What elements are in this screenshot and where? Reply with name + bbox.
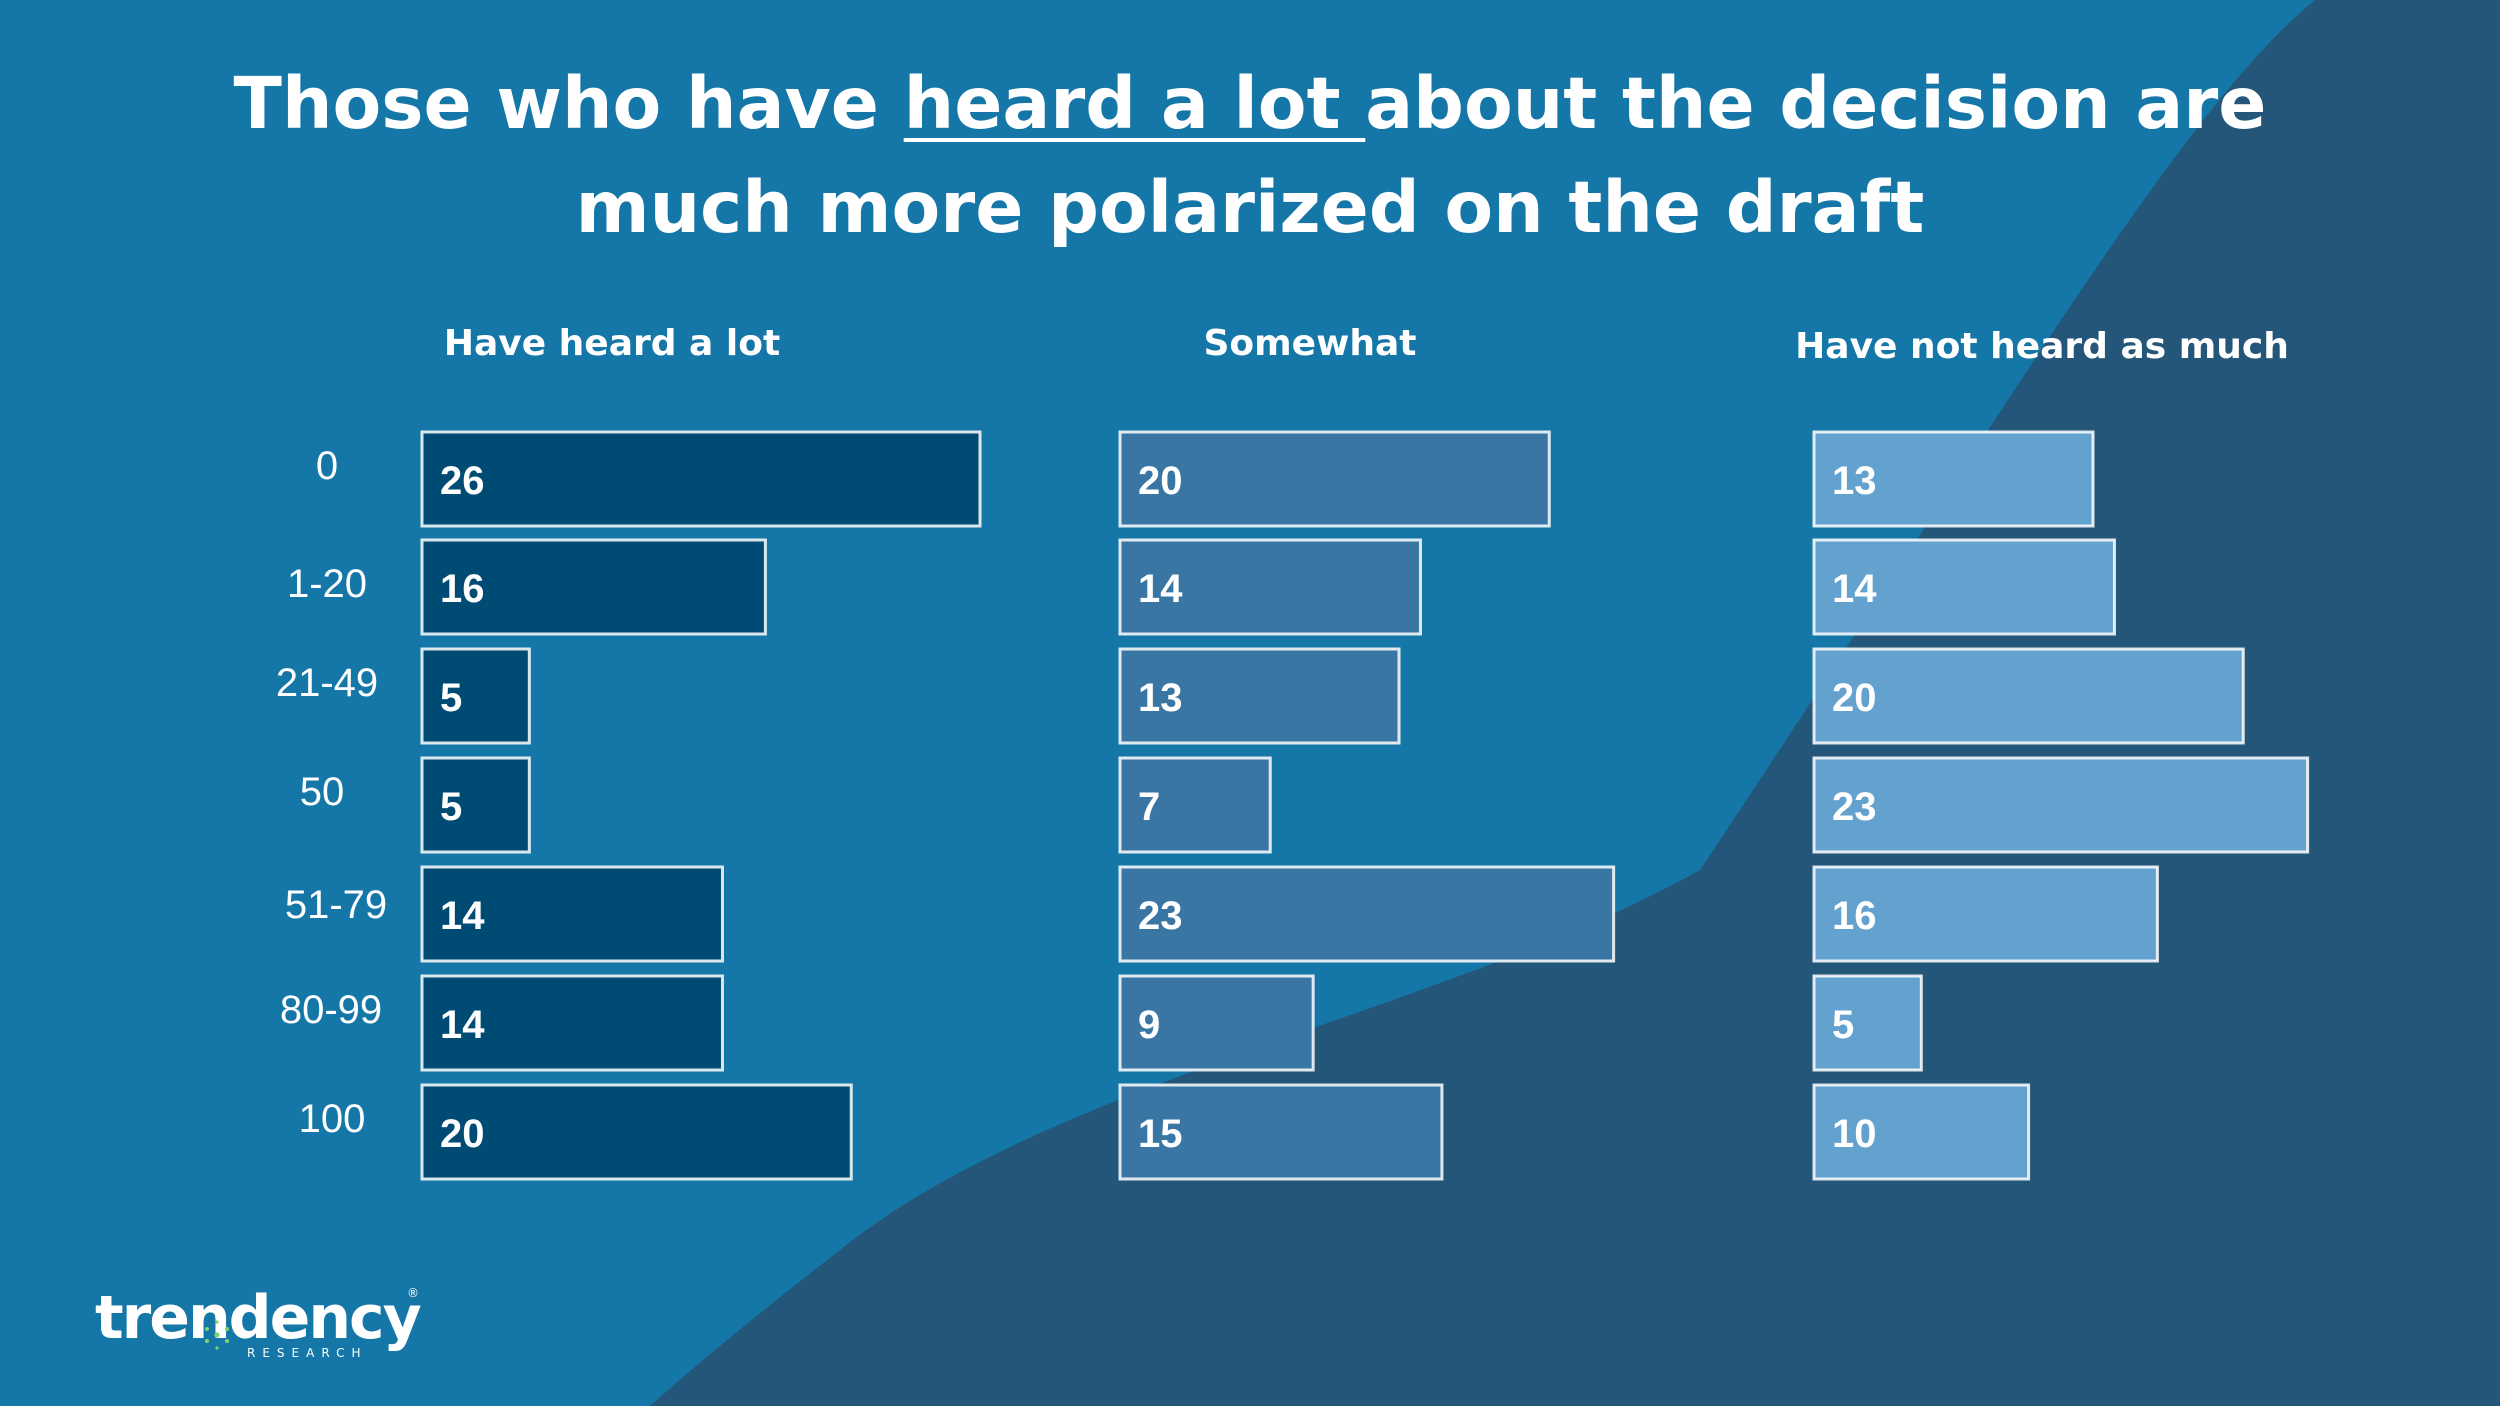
category-label-21-49: 21-49: [276, 661, 378, 705]
bar-series-2-51-79: [1118, 865, 1616, 963]
bar-series-2-1-20: [1118, 538, 1422, 636]
category-label-80-99: 80-99: [280, 988, 382, 1032]
data-label-series-3-51-79: 16: [1832, 894, 1877, 938]
bar-series-2-21-49: [1118, 647, 1401, 745]
logo-dot-pattern-icon: [205, 1320, 229, 1350]
data-label-series-1-50: 5: [440, 785, 462, 829]
data-label-series-2-51-79: 23: [1138, 894, 1183, 938]
bar-series-3-21-49: [1812, 647, 2245, 745]
bar-series-1-0: [420, 430, 982, 528]
bar-series-2-0: [1118, 430, 1551, 528]
data-label-series-3-21-49: 20: [1832, 676, 1877, 720]
series-header-1: Have heard a lot: [444, 323, 780, 364]
bar-series-3-0: [1812, 430, 2095, 528]
bar-series-2-50: [1118, 756, 1272, 854]
data-label-series-3-100: 10: [1832, 1112, 1877, 1156]
category-label-51-79: 51-79: [285, 883, 387, 927]
data-label-series-3-1-20: 14: [1832, 567, 1877, 611]
bar-series-3-51-79: [1812, 865, 2159, 963]
background-wave-path: [650, 0, 2500, 1406]
data-label-series-1-51-79: 14: [440, 894, 485, 938]
series-header-3: Have not heard as much: [1795, 326, 2289, 367]
data-label-series-1-21-49: 5: [440, 676, 462, 720]
data-label-series-2-21-49: 13: [1138, 676, 1183, 720]
data-label-series-2-0: 20: [1138, 459, 1183, 503]
data-label-series-1-0: 26: [440, 459, 485, 503]
bar-series-1-50: [420, 756, 531, 854]
bar-series-3-50: [1812, 756, 2310, 854]
category-label-0: 0: [316, 444, 338, 488]
bar-series-3-100: [1812, 1083, 2031, 1181]
logo-registered-mark: ®: [407, 1286, 419, 1300]
slide-title: Those who have heard a lot about the dec…: [150, 52, 2350, 260]
series-header-2: Somewhat: [1204, 323, 1417, 364]
bar-series-1-21-49: [420, 647, 531, 745]
trendency-logo: trendency ® RESEARCH: [95, 1283, 425, 1373]
bar-series-2-80-99: [1118, 974, 1315, 1072]
logo-subtitle: RESEARCH: [247, 1346, 368, 1360]
title-text-start: Those who have: [233, 62, 904, 145]
data-label-series-1-80-99: 14: [440, 1003, 485, 1047]
category-label-1-20: 1-20: [287, 562, 367, 606]
category-label-100: 100: [299, 1097, 366, 1141]
data-label-series-3-50: 23: [1832, 785, 1877, 829]
data-label-series-3-0: 13: [1832, 459, 1877, 503]
data-label-series-2-1-20: 14: [1138, 567, 1183, 611]
data-label-series-3-80-99: 5: [1832, 1003, 1854, 1047]
data-label-series-2-100: 15: [1138, 1112, 1183, 1156]
bar-series-2-100: [1118, 1083, 1444, 1181]
data-label-series-2-50: 7: [1138, 785, 1160, 829]
title-highlight: heard a lot: [903, 62, 1366, 145]
data-label-series-2-80-99: 9: [1138, 1003, 1160, 1047]
logo-wordmark: trendency: [95, 1283, 422, 1353]
bar-series-1-80-99: [420, 974, 724, 1072]
bar-series-1-100: [420, 1083, 853, 1181]
bar-series-1-1-20: [420, 538, 767, 636]
bar-series-3-80-99: [1812, 974, 1923, 1072]
bar-series-1-51-79: [420, 865, 724, 963]
category-label-50: 50: [300, 770, 345, 814]
title-text-end: about the decision are much more polariz…: [575, 62, 2267, 249]
data-label-series-1-100: 20: [440, 1112, 485, 1156]
data-label-series-1-1-20: 16: [440, 567, 485, 611]
bar-series-3-1-20: [1812, 538, 2116, 636]
